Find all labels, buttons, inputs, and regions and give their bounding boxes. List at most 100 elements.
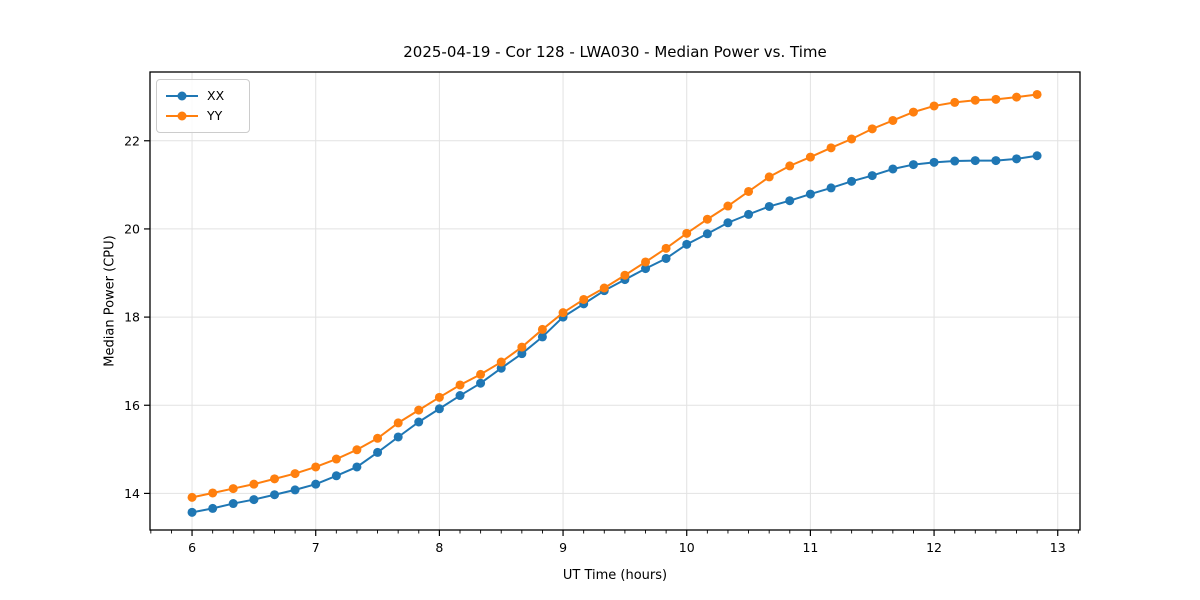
series-xx-marker bbox=[1032, 151, 1042, 161]
x-tick-label: 11 bbox=[802, 540, 818, 555]
series-xx-marker bbox=[270, 490, 280, 500]
series-xx-marker bbox=[537, 332, 547, 342]
series-yy-marker bbox=[599, 283, 609, 293]
x-tick-label: 7 bbox=[312, 540, 320, 555]
series-yy-marker bbox=[908, 107, 918, 117]
series-xx-marker bbox=[455, 391, 465, 401]
series-yy-marker bbox=[929, 101, 939, 111]
series-xx-marker bbox=[764, 201, 774, 211]
axes-spines bbox=[149, 71, 1081, 531]
series-xx-marker bbox=[311, 479, 321, 489]
legend-swatch-xx-icon bbox=[166, 91, 198, 101]
series-yy-marker bbox=[208, 488, 218, 498]
series-yy-marker bbox=[620, 270, 630, 280]
series-yy-marker bbox=[558, 308, 568, 318]
series-yy-marker bbox=[805, 152, 815, 162]
series-xx-marker bbox=[1012, 154, 1022, 164]
series-yy-marker bbox=[682, 228, 692, 238]
series-yy-marker bbox=[764, 172, 774, 182]
series-yy-marker bbox=[702, 214, 712, 224]
series-xx-marker bbox=[373, 447, 383, 457]
series-yy-marker bbox=[311, 462, 321, 472]
series-yy-marker bbox=[352, 445, 362, 455]
x-tick-label: 8 bbox=[435, 540, 443, 555]
legend-entry-xx: XX bbox=[165, 86, 239, 106]
series-yy-marker bbox=[661, 243, 671, 253]
series-xx-marker bbox=[682, 239, 692, 249]
series-yy-marker bbox=[950, 97, 960, 107]
series-xx-marker bbox=[661, 253, 671, 263]
series-yy-marker bbox=[228, 484, 238, 494]
series-yy-marker bbox=[970, 95, 980, 105]
series-yy-marker bbox=[744, 186, 754, 196]
series-xx-marker bbox=[414, 417, 424, 427]
series-xx-marker bbox=[970, 156, 980, 166]
series-yy-marker bbox=[991, 94, 1001, 104]
series-xx-marker bbox=[991, 156, 1001, 166]
series-yy-marker bbox=[867, 124, 877, 134]
series-yy-marker bbox=[187, 492, 197, 502]
series-xx-marker bbox=[496, 363, 506, 373]
series-yy-marker bbox=[723, 201, 733, 211]
series-yy-marker bbox=[785, 161, 795, 171]
series-xx-marker bbox=[249, 495, 259, 505]
series-xx-marker bbox=[352, 462, 362, 472]
series-yy-marker bbox=[847, 134, 857, 144]
series-yy-marker bbox=[434, 392, 444, 402]
x-axis-label: UT Time (hours) bbox=[562, 568, 668, 583]
series-xx-marker bbox=[929, 157, 939, 167]
legend-entry-yy: YY bbox=[165, 106, 239, 126]
series-yy-marker bbox=[579, 294, 589, 304]
series-xx-marker bbox=[517, 349, 527, 359]
series-xx-marker bbox=[702, 229, 712, 239]
series-yy-marker bbox=[455, 380, 465, 390]
series-xx-marker bbox=[208, 503, 218, 513]
series-xx-marker bbox=[187, 507, 197, 517]
series-xx-marker bbox=[228, 499, 238, 509]
y-tick-label: 14 bbox=[124, 486, 140, 501]
series-yy-marker bbox=[393, 418, 403, 428]
y-tick-label: 18 bbox=[124, 310, 140, 325]
series-yy-marker bbox=[414, 405, 424, 415]
series-xx-marker bbox=[393, 432, 403, 442]
series-xx-marker bbox=[641, 264, 651, 274]
series-yy-marker bbox=[476, 369, 486, 379]
series-xx-marker bbox=[805, 189, 815, 199]
series-xx-marker bbox=[476, 378, 486, 388]
series-xx-marker bbox=[908, 160, 918, 170]
series-yy-marker bbox=[1032, 89, 1042, 99]
series-yy-marker bbox=[517, 342, 527, 352]
series-yy-marker bbox=[331, 454, 341, 464]
x-tick-label: 13 bbox=[1050, 540, 1066, 555]
y-tick-label: 22 bbox=[124, 133, 140, 148]
series-yy-marker bbox=[249, 479, 259, 489]
legend-label-xx: XX bbox=[207, 88, 225, 103]
legend-swatch-yy-icon bbox=[166, 111, 198, 121]
series-xx-marker bbox=[826, 183, 836, 193]
series-yy-marker bbox=[888, 115, 898, 125]
x-tick-label: 6 bbox=[188, 540, 196, 555]
series-yy-marker bbox=[496, 357, 506, 367]
y-axis-label: Median Power (CPU) bbox=[102, 235, 118, 367]
series-xx-line bbox=[191, 154, 1038, 514]
x-tick-label: 12 bbox=[926, 540, 942, 555]
x-tick-label: 9 bbox=[559, 540, 567, 555]
series-xx-marker bbox=[331, 471, 341, 481]
legend-label-yy: YY bbox=[207, 108, 223, 123]
series-yy-marker bbox=[373, 433, 383, 443]
series-xx-marker bbox=[290, 485, 300, 495]
series-yy-marker bbox=[270, 474, 280, 484]
series-xx-marker bbox=[888, 164, 898, 174]
series-xx-marker bbox=[744, 209, 754, 219]
series-yy-marker bbox=[537, 324, 547, 334]
series-yy-line bbox=[191, 93, 1038, 499]
series-xx-marker bbox=[950, 156, 960, 166]
y-tick-label: 16 bbox=[124, 398, 140, 413]
series-yy-marker bbox=[826, 143, 836, 153]
series-yy-marker bbox=[1012, 92, 1022, 102]
y-tick-label: 20 bbox=[124, 221, 140, 236]
series-yy-marker bbox=[290, 469, 300, 479]
series-xx-marker bbox=[434, 404, 444, 414]
series-yy-marker bbox=[641, 257, 651, 267]
